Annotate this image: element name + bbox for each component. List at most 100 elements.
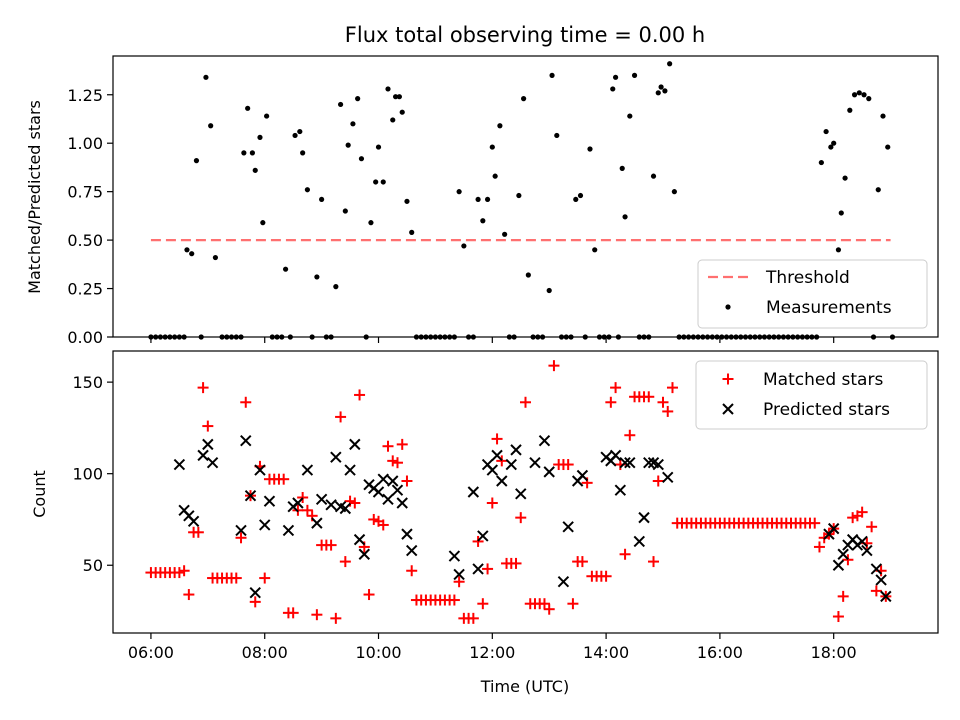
predicted-star-point	[643, 456, 655, 469]
count-plot-xlabel: Time (UTC)	[480, 677, 569, 696]
predicted-star-point	[638, 511, 650, 524]
measurement-point	[373, 179, 379, 185]
measurement-point	[203, 74, 209, 80]
matched-star-point	[624, 429, 636, 441]
matched-star-point	[278, 473, 290, 485]
measurement-point	[573, 196, 579, 203]
count-plot-legend: Matched stars Predicted stars	[695, 360, 928, 430]
predicted-star-point	[249, 587, 261, 599]
predicted-star-point-b	[334, 500, 347, 513]
matched-star-point	[377, 519, 389, 531]
matched-star-point	[448, 594, 460, 606]
matched-star-point	[477, 598, 489, 610]
measurement-point	[342, 208, 348, 214]
measurement-point	[818, 159, 824, 166]
predicted-star-point	[576, 469, 589, 482]
measurement-point	[521, 96, 527, 102]
predicted-star-point	[496, 475, 508, 487]
count-plot-x-tick-label: 08:00	[242, 643, 288, 662]
count-plot-y-ticks: 50 100 150	[72, 373, 113, 575]
measurement-point	[823, 128, 829, 135]
matched-star-point	[235, 532, 247, 544]
matched-star-point	[548, 360, 560, 372]
measurement-point	[851, 92, 858, 98]
predicted-star-point-b	[197, 449, 209, 462]
predicted-star-point-b	[543, 466, 555, 478]
measurement-point	[257, 134, 263, 140]
matched-star-point	[363, 589, 375, 601]
matched-star-point	[605, 396, 617, 408]
measurement-point	[489, 144, 495, 150]
predicted-star-point-b	[391, 484, 404, 496]
predicted-star-point-b	[861, 544, 873, 557]
predicted-star-point-b	[240, 435, 252, 447]
predicted-star-point-b	[254, 464, 266, 476]
predicted-star-point	[529, 456, 541, 469]
count-plot: Count Time (UTC) 50 100 150 06:00 08:00 10:0…	[30, 350, 939, 696]
ratio-plot-ylabel: Matched/Predicted stars	[25, 100, 44, 294]
predicted-star-point-b	[477, 530, 489, 542]
predicted-star-point	[870, 563, 883, 575]
legend-matched-label: Matched stars	[763, 370, 883, 390]
predicted-star-point-b	[349, 438, 361, 451]
count-plot-y-tick-label: 50	[83, 556, 103, 575]
measurement-point	[497, 123, 503, 129]
matched-star-point	[472, 535, 484, 547]
matched-star-point	[301, 504, 313, 516]
matched-star-point	[842, 554, 854, 566]
predicted-star-point-b	[401, 528, 413, 540]
predicted-star-point	[391, 484, 404, 496]
measurement-point	[658, 84, 664, 90]
predicted-star-point-b	[647, 456, 660, 469]
predicted-star-point-b	[633, 535, 646, 548]
measurement-point	[385, 86, 391, 92]
predicted-star-point	[344, 464, 356, 476]
ratio-plot-y-tick-label: 1.25	[67, 86, 103, 105]
predicted-star-point	[619, 456, 631, 469]
predicted-star-point-b	[259, 519, 271, 531]
measurement-point	[835, 247, 842, 253]
measurement-point	[502, 231, 508, 237]
matched-star-point	[240, 396, 252, 408]
predicted-star-point-b	[311, 517, 323, 529]
predicted-star-point-b	[652, 458, 664, 471]
measurement-point	[396, 94, 402, 100]
legend-matched-swatch	[722, 373, 734, 385]
measurement-point	[856, 90, 862, 96]
count-plot-x-tick-label: 12:00	[469, 643, 515, 662]
predicted-star-point	[187, 515, 200, 528]
count-plot-x-tick-label: 10:00	[355, 643, 401, 662]
measurement-point	[885, 144, 891, 150]
measurement-point	[319, 196, 325, 203]
matched-star-point	[562, 459, 574, 471]
measurement-point	[380, 179, 386, 185]
measurement-point	[358, 156, 365, 162]
predicted-star-point-b	[235, 524, 247, 537]
predicted-star-point	[538, 435, 551, 447]
measurement-point	[480, 218, 486, 224]
measurement-point	[249, 150, 255, 156]
predicted-star-point-b	[505, 458, 517, 471]
matched-star-point	[349, 497, 361, 509]
measurement-point	[212, 254, 219, 261]
measurement-point	[861, 92, 867, 98]
predicted-star-point-b	[344, 464, 356, 476]
measurement-point	[245, 105, 251, 111]
predicted-star-point	[405, 544, 418, 557]
count-plot-x-ticks: 06:00 08:00 10:00 12:00 14:00 16:00 18:00	[128, 633, 857, 662]
predicted-star-point-b	[387, 475, 399, 487]
predicted-star-point	[467, 486, 480, 498]
predicted-star-point-b	[515, 488, 527, 500]
measurement-point	[399, 109, 405, 115]
measurement-point	[875, 187, 881, 193]
predicted-star-point	[311, 517, 323, 529]
predicted-star-point-b	[846, 533, 859, 546]
measurement-point	[525, 272, 531, 278]
matched-star-point	[643, 391, 655, 403]
predicted-star-point	[543, 466, 555, 478]
predicted-star-point	[510, 444, 522, 456]
matched-star-point	[486, 497, 498, 509]
measurement-point	[189, 251, 195, 257]
measurement-point	[345, 142, 351, 148]
predicted-star-point-b	[396, 497, 408, 509]
